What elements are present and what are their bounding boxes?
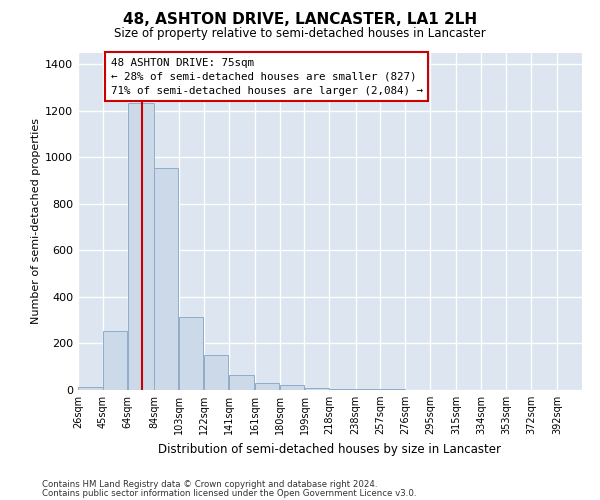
Bar: [229, 375, 254, 390]
Bar: [128, 102, 154, 390]
Bar: [381, 389, 405, 390]
Bar: [305, 388, 329, 390]
Text: Contains HM Land Registry data © Crown copyright and database right 2024.: Contains HM Land Registry data © Crown c…: [42, 480, 377, 489]
Bar: [179, 316, 203, 390]
Bar: [204, 355, 228, 390]
X-axis label: Distribution of semi-detached houses by size in Lancaster: Distribution of semi-detached houses by …: [158, 442, 502, 456]
Y-axis label: Number of semi-detached properties: Number of semi-detached properties: [31, 118, 41, 324]
Bar: [79, 386, 103, 390]
Bar: [280, 386, 304, 390]
Text: 48, ASHTON DRIVE, LANCASTER, LA1 2LH: 48, ASHTON DRIVE, LANCASTER, LA1 2LH: [123, 12, 477, 28]
Text: 48 ASHTON DRIVE: 75sqm
← 28% of semi-detached houses are smaller (827)
71% of se: 48 ASHTON DRIVE: 75sqm ← 28% of semi-det…: [111, 58, 423, 96]
Bar: [255, 383, 279, 390]
Bar: [154, 168, 178, 390]
Bar: [329, 389, 355, 390]
Text: Contains public sector information licensed under the Open Government Licence v3: Contains public sector information licen…: [42, 489, 416, 498]
Text: Size of property relative to semi-detached houses in Lancaster: Size of property relative to semi-detach…: [114, 28, 486, 40]
Bar: [103, 330, 127, 390]
Bar: [356, 389, 380, 390]
